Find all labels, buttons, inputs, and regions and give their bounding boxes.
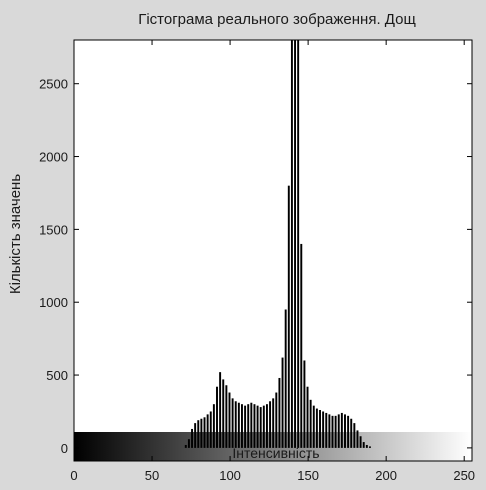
histogram-bar (241, 404, 243, 448)
histogram-bar (325, 412, 328, 448)
y-tick-label: 0 (61, 441, 68, 456)
histogram-bar (278, 377, 281, 448)
histogram-bar (250, 402, 253, 448)
histogram-bar (269, 401, 272, 448)
histogram-bar (237, 402, 240, 448)
x-tick-label: 250 (453, 468, 475, 483)
histogram-bar (228, 392, 231, 448)
y-axis-label: Кількість значень (7, 174, 24, 295)
histogram-bar (231, 398, 234, 448)
histogram-bar (222, 379, 225, 448)
histogram-bar (194, 423, 197, 448)
histogram-bar (353, 423, 356, 448)
histogram-bar (334, 415, 337, 448)
histogram-bar (315, 408, 318, 448)
histogram-bar (347, 415, 350, 448)
x-tick-label: 150 (297, 468, 319, 483)
histogram-bar (322, 411, 325, 448)
histogram-bar (187, 439, 190, 448)
y-tick-label: 500 (46, 368, 68, 383)
x-tick-label: 200 (375, 468, 397, 483)
histogram-bar (272, 398, 275, 448)
histogram-bars (184, 40, 371, 448)
histogram-bar (262, 405, 265, 448)
plot-frame (73, 39, 473, 462)
histogram-bar (290, 40, 293, 448)
histogram-bar (368, 446, 371, 448)
histogram-bar (234, 401, 237, 448)
x-axis-label: Інтенсивність (232, 445, 319, 461)
histogram-bar (306, 386, 309, 448)
histogram-bar (337, 414, 340, 448)
histogram-bar (300, 243, 303, 448)
histogram-bar (275, 392, 278, 448)
histogram-bar (362, 442, 365, 448)
histogram-bar (356, 430, 359, 448)
histogram-bar (244, 405, 247, 448)
histogram-bar (212, 404, 215, 448)
histogram-bar (281, 357, 284, 448)
y-tick-label: 2000 (39, 150, 68, 165)
histogram-bar (247, 404, 250, 448)
y-tick-label: 1000 (39, 295, 68, 310)
histogram-bar (328, 414, 331, 448)
plot-area (73, 39, 473, 462)
x-tick-label: 100 (219, 468, 241, 483)
histogram-bar (303, 360, 306, 448)
histogram-bar (294, 40, 297, 448)
histogram-bar (350, 418, 353, 448)
histogram-bar (203, 417, 206, 448)
histogram-bar (340, 412, 343, 448)
histogram-bar (297, 40, 300, 448)
histogram-bar (265, 404, 268, 448)
histogram-bar (184, 444, 187, 448)
x-tick-label: 50 (145, 468, 159, 483)
chart-title: Гістограма реального зображення. Дощ (138, 11, 416, 28)
histogram-bar (312, 405, 315, 448)
x-tick-label: 0 (70, 468, 77, 483)
histogram-bar (365, 444, 368, 448)
histogram-bar (256, 405, 259, 448)
histogram-bar (253, 404, 256, 448)
histogram-bar (359, 436, 362, 448)
y-tick-label: 2500 (39, 77, 68, 92)
y-tick-label: 1500 (39, 222, 68, 237)
x-axis-ticks: 0 50 100 150 200 250 (70, 40, 475, 483)
histogram-bar (197, 420, 200, 448)
histogram-bar (225, 385, 228, 448)
histogram-bar (206, 414, 209, 448)
histogram-bar (219, 372, 222, 448)
histogram-bar (284, 309, 287, 448)
histogram-bar (344, 414, 346, 448)
histogram-bar (287, 185, 290, 448)
histogram-bar (209, 411, 212, 448)
histogram-bar (216, 386, 218, 448)
histogram-bar (331, 415, 334, 448)
histogram-bar (319, 410, 321, 448)
histogram-bar (259, 407, 262, 448)
histogram-bar (191, 428, 193, 448)
y-axis-ticks: 0 500 1000 1500 2000 2500 (39, 77, 472, 456)
histogram-bar (200, 418, 203, 448)
histogram-bar (309, 399, 312, 448)
